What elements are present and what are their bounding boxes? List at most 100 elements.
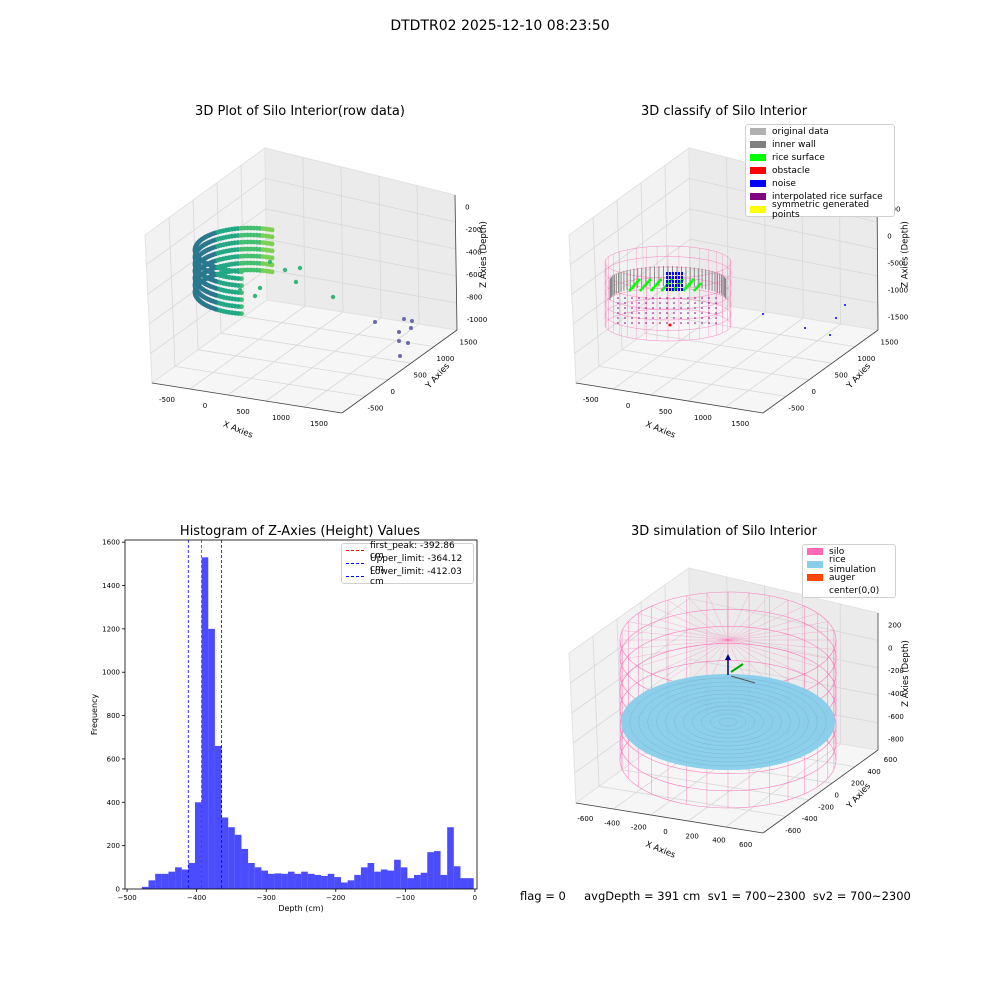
plot2-rice-surface-point bbox=[630, 286, 634, 290]
plot1-silo-raw-3d: -500 0 500 1000 1500 -500 0 500 1000 1500 0 -200 -40… bbox=[144, 147, 489, 441]
plot4-silo-spoke bbox=[628, 621, 729, 641]
plot2-noise-point bbox=[672, 280, 674, 283]
plot1-point bbox=[397, 339, 401, 343]
plot2-rice-surface-point bbox=[693, 288, 697, 292]
plot2-noise-point bbox=[666, 276, 668, 279]
histogram-bar bbox=[261, 870, 268, 889]
plot4-silo-spoke bbox=[727, 639, 789, 681]
plot2-interpolated-point bbox=[631, 307, 633, 309]
plot2-interpolated-point bbox=[701, 297, 703, 299]
plot4-x-tick-label: 400 bbox=[712, 837, 725, 845]
plot1-grid-line bbox=[189, 305, 306, 390]
plot1-y-axis-label: Y Axies bbox=[423, 361, 452, 392]
plot4-x-tick-label: -600 bbox=[577, 815, 593, 823]
plot1-grid-line bbox=[168, 217, 176, 367]
histogram-x-tick-label: −100 bbox=[396, 894, 415, 902]
plot2-z-tick-label: 0 bbox=[887, 233, 891, 241]
plot2-interpolated-point bbox=[645, 322, 647, 324]
plot2-rice-surface-point bbox=[696, 284, 700, 288]
plot4-silo-spoke bbox=[727, 599, 789, 641]
plot2-noise-point bbox=[678, 276, 680, 279]
plot2-interpolated-point bbox=[659, 322, 661, 324]
plot2-y-tick-label: 500 bbox=[835, 372, 848, 380]
histogram-y-tick-label: 1200 bbox=[102, 625, 120, 633]
plot1-x-tick-label: 1000 bbox=[272, 414, 290, 422]
plot2-legend-swatch bbox=[750, 180, 766, 187]
plot2-rice-surface-point bbox=[655, 282, 659, 286]
plot2-interpolated-point bbox=[659, 312, 661, 314]
plot2-interpolated-point bbox=[659, 307, 661, 309]
histogram-bar bbox=[168, 871, 176, 889]
plot1-x-tick-label: 0 bbox=[203, 402, 207, 410]
plot2-legend-label: interpolated rice surface bbox=[772, 191, 883, 202]
histogram-legend-label: first_peak: -392.86 cm bbox=[370, 540, 455, 561]
plot2-legend-item: rice surface bbox=[746, 151, 894, 164]
plot2-interpolated-point bbox=[617, 302, 619, 304]
plot2-noise-point bbox=[672, 284, 674, 287]
plot2-rice-surface-point bbox=[653, 284, 657, 288]
plot2-legend-label: inner wall bbox=[772, 139, 816, 150]
plot2-interpolated-point bbox=[638, 322, 640, 324]
histogram-legend: first_peak: -392.86 cm Upper_limit: -364.… bbox=[341, 540, 474, 587]
plot1-y-tick-label: -500 bbox=[368, 405, 384, 413]
plot2-legend-label: symmetric generated points bbox=[772, 199, 870, 220]
plot2-noise-point bbox=[675, 276, 677, 279]
plot4-x-tick-label: 600 bbox=[739, 841, 752, 849]
plot4-silo-spoke bbox=[628, 639, 729, 659]
plot2-interpolated-point bbox=[638, 302, 640, 304]
plot2-interpolated-point bbox=[624, 297, 626, 299]
plot2-noise-point bbox=[669, 284, 671, 287]
plot4-silo-spoke bbox=[727, 605, 805, 641]
plot2-noise-point bbox=[672, 288, 674, 291]
histogram-x-tick-label: −200 bbox=[326, 894, 345, 902]
plot4-grid-line bbox=[616, 618, 623, 770]
plot4-legend-swatch bbox=[807, 548, 823, 555]
plot2-interpolated-point bbox=[631, 317, 633, 319]
histogram-bar bbox=[234, 834, 242, 889]
plot4-legend-swatch bbox=[807, 561, 823, 568]
histogram-legend-item: Lower_limit: -412.03 cm bbox=[342, 567, 473, 587]
plot2-interpolated-point bbox=[715, 312, 717, 314]
histogram-bar bbox=[327, 873, 335, 889]
plot4-grid-line bbox=[598, 786, 787, 817]
plot1-point bbox=[269, 227, 275, 233]
plot1-x-tick-label: 500 bbox=[236, 408, 249, 416]
plot1-z-tick-label: -600 bbox=[466, 271, 482, 279]
plot4-legend-label: silo bbox=[829, 546, 845, 557]
plot2-interpolated-point bbox=[652, 312, 654, 314]
plot2-noise-point bbox=[678, 272, 680, 275]
plot2-rice-surface-point bbox=[682, 288, 686, 292]
plot2-legend-label: rice surface bbox=[772, 152, 825, 163]
plot1-grid-line bbox=[220, 332, 412, 364]
plot2-interpolated-point bbox=[638, 312, 640, 314]
plot2-grid-line bbox=[644, 332, 833, 364]
plot2-noise-point bbox=[804, 327, 806, 329]
plot2-rice-surface-point bbox=[642, 284, 646, 288]
plot2-interpolated-point bbox=[631, 322, 633, 324]
plot2-interpolated-point bbox=[645, 297, 647, 299]
plot2-noise-point bbox=[675, 280, 677, 283]
plot2-x-axis-line bbox=[575, 382, 764, 414]
plot2-y-tick-label: -500 bbox=[789, 405, 805, 413]
plot1-point bbox=[297, 265, 303, 271]
plot4-silo-spoke bbox=[727, 639, 834, 650]
plot2-interpolated-point bbox=[680, 302, 682, 304]
plot4-y-tick-label: 600 bbox=[884, 756, 897, 764]
histogram-bar bbox=[181, 869, 189, 889]
plot4-rice-grid bbox=[638, 681, 818, 763]
plot4-z-tick-label: -800 bbox=[888, 736, 904, 744]
plot2-rice-surface-point bbox=[660, 288, 664, 292]
plot4-legend-item: center(0,0) bbox=[803, 584, 895, 597]
histogram-x-tick-label: −400 bbox=[187, 894, 206, 902]
plot2-interpolated-point bbox=[687, 317, 689, 319]
plot4-rice-grid bbox=[674, 697, 782, 747]
plot2-interpolated-point bbox=[673, 302, 675, 304]
plot2-grid-line bbox=[725, 323, 841, 408]
plot4-z-tick-label: -400 bbox=[888, 690, 904, 698]
plot2-legend-item: original data bbox=[746, 125, 894, 138]
plot2-interpolated-point bbox=[659, 297, 661, 299]
histogram-bar bbox=[334, 877, 341, 889]
histogram-bar bbox=[400, 867, 408, 889]
plot2-interpolated-point bbox=[673, 312, 675, 314]
plot4-silo-spoke bbox=[727, 613, 818, 641]
